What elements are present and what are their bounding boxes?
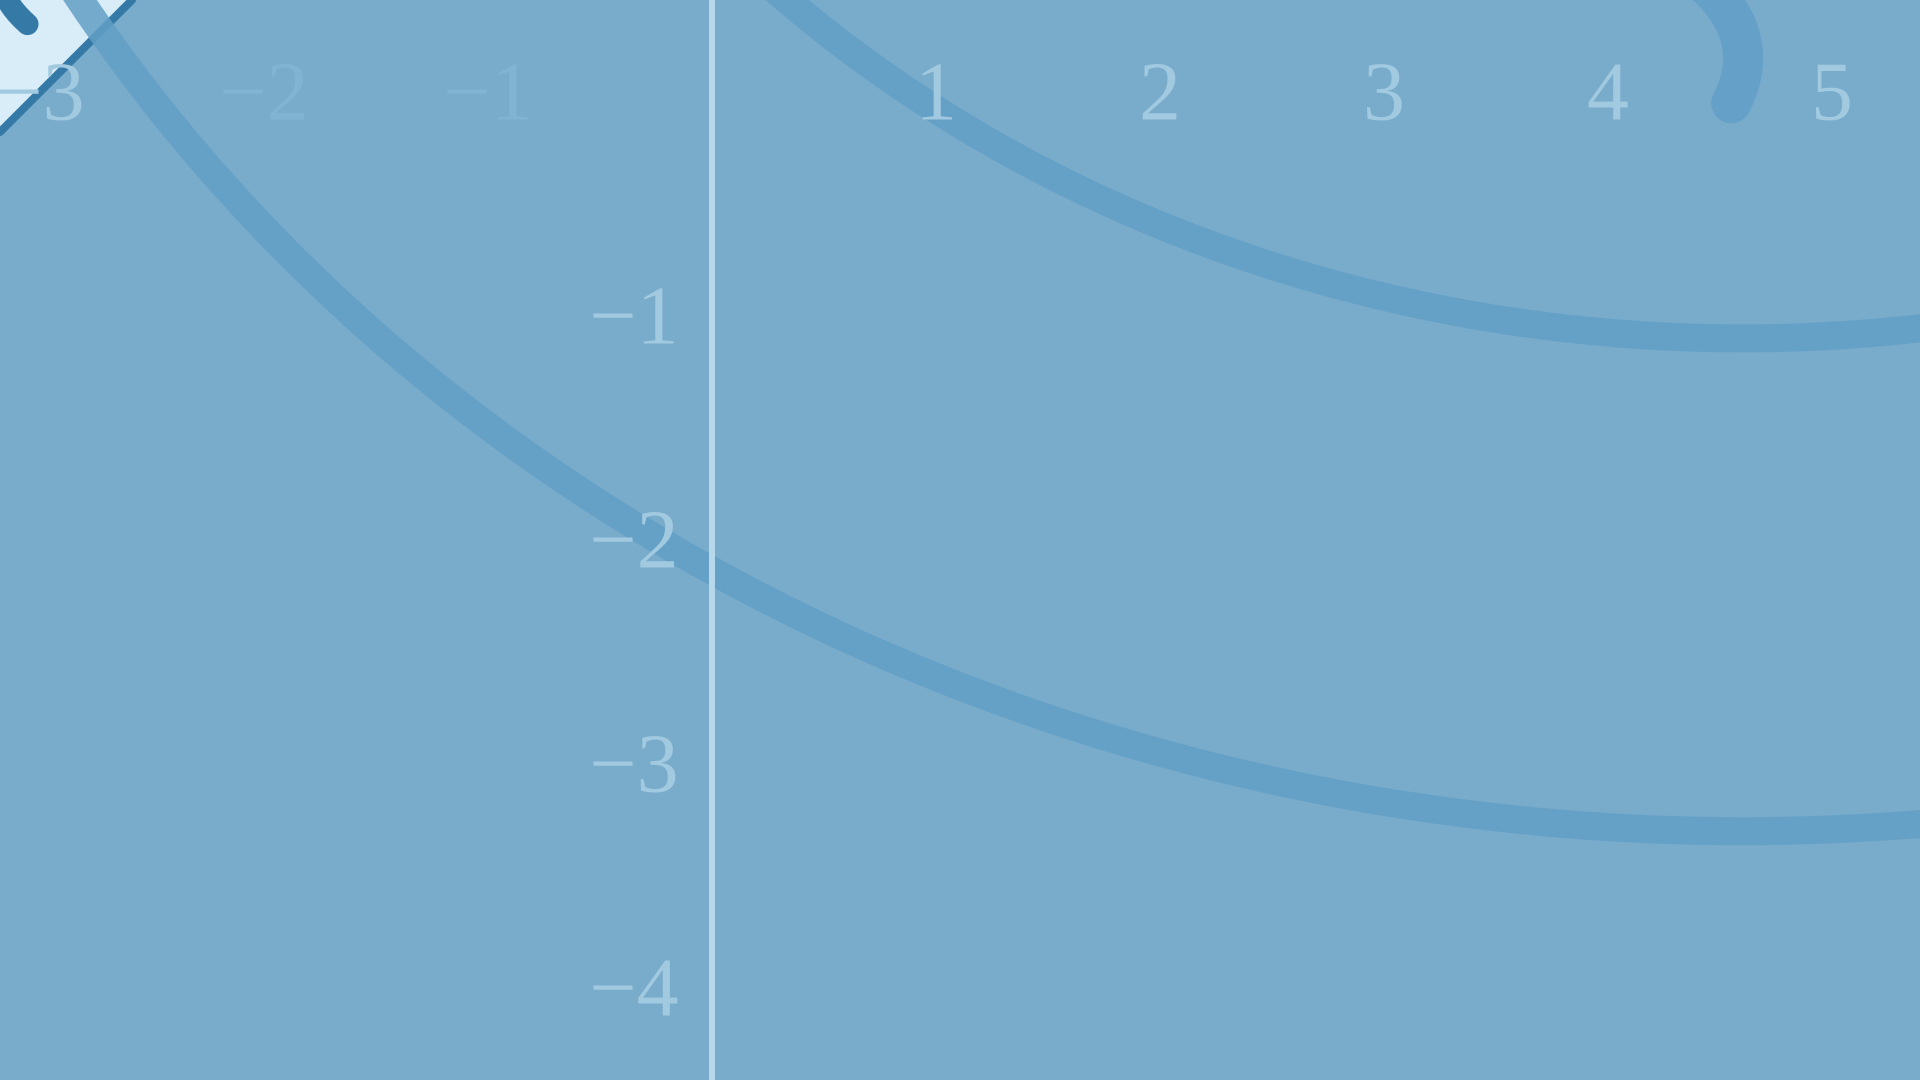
x-axis-label: −2 [219,46,308,139]
x-axis-label: 4 [1587,46,1629,139]
x-axis-label: 1 [915,46,957,139]
shaded-region [0,0,1920,1080]
x-axis-label: −1 [443,46,532,139]
y-axis-label: −1 [589,270,678,363]
x-axis-label: 5 [1811,46,1853,139]
y-axis-label: −4 [589,942,678,1035]
y-axis-label: −2 [589,494,678,587]
y-axis-label: −3 [589,718,678,811]
x-axis-label: −3 [0,46,85,139]
x-axis-label: 2 [1139,46,1181,139]
x-axis-label: 3 [1363,46,1405,139]
plot-svg: 340−3−2−112345−1−2−3−4 [0,0,1920,1080]
math-plot-stage: 340−3−2−112345−1−2−3−4 [0,0,1920,1080]
